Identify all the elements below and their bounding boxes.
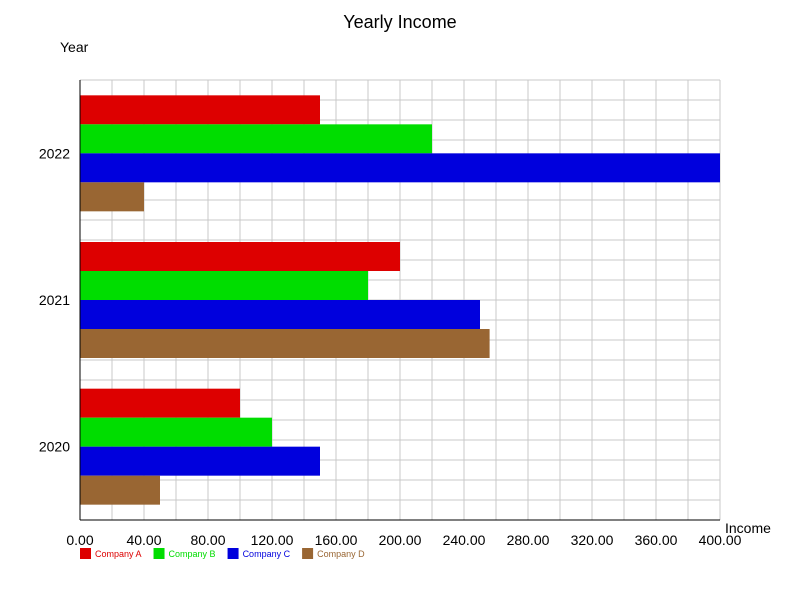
legend-label: Company B bbox=[169, 549, 216, 559]
x-axis-label: Income bbox=[725, 520, 771, 536]
x-tick-label: 200.00 bbox=[379, 532, 422, 548]
y-tick-label: 2020 bbox=[39, 439, 70, 455]
y-tick-labels: 2020 2021 2022 bbox=[39, 145, 70, 454]
x-tick-label: 160.00 bbox=[315, 532, 358, 548]
bar bbox=[80, 95, 320, 125]
legend-swatch bbox=[80, 548, 91, 559]
bar bbox=[80, 388, 240, 418]
bar bbox=[80, 417, 272, 447]
bar bbox=[80, 300, 480, 329]
x-tick-label: 280.00 bbox=[507, 532, 550, 548]
bar bbox=[80, 329, 490, 358]
x-tick-label: 320.00 bbox=[571, 532, 614, 548]
y-tick-label: 2022 bbox=[39, 145, 70, 161]
x-tick-label: 400.00 bbox=[699, 532, 742, 548]
chart-title: Yearly Income bbox=[343, 12, 456, 32]
legend-swatch bbox=[227, 548, 239, 559]
bar bbox=[80, 242, 400, 271]
bar bbox=[80, 182, 144, 212]
legend-label: Company D bbox=[317, 549, 365, 559]
x-tick-label: 120.00 bbox=[251, 532, 294, 548]
x-tick-label: 80.00 bbox=[190, 532, 225, 548]
legend: Company A Company B Company C Company D bbox=[80, 548, 365, 559]
bar bbox=[80, 153, 720, 183]
y-axis-label: Year bbox=[60, 39, 89, 55]
legend-label: Company C bbox=[243, 549, 291, 559]
x-tick-label: 40.00 bbox=[126, 532, 161, 548]
x-tick-label: 240.00 bbox=[443, 532, 486, 548]
bar bbox=[80, 475, 160, 505]
bar bbox=[80, 124, 432, 154]
bars bbox=[80, 95, 720, 505]
x-tick-labels: 0.00 40.00 80.00 120.00 160.00 200.00 240.00 28… bbox=[66, 532, 741, 548]
bar bbox=[80, 446, 320, 476]
y-tick-label: 2021 bbox=[39, 292, 70, 308]
x-tick-label: 0.00 bbox=[66, 532, 93, 548]
axes bbox=[79, 80, 720, 521]
x-tick-label: 360.00 bbox=[635, 532, 678, 548]
legend-label: Company A bbox=[95, 549, 142, 559]
bar bbox=[80, 271, 368, 300]
legend-swatch bbox=[153, 548, 165, 559]
legend-swatch bbox=[302, 548, 314, 559]
